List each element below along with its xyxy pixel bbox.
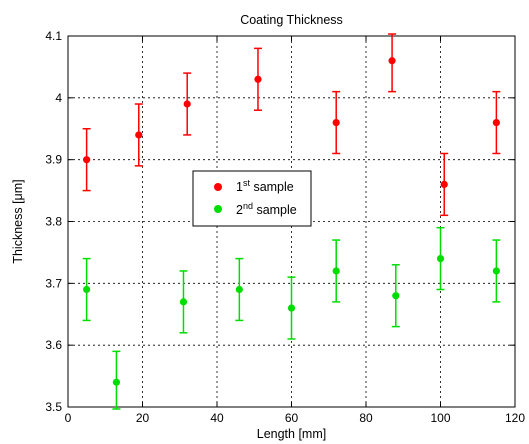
- data-point: [392, 292, 400, 300]
- data-point: [254, 75, 262, 83]
- legend-box: [192, 170, 312, 227]
- x-tick-label: 80: [359, 411, 373, 425]
- x-axis-label: Length [mm]: [257, 427, 326, 441]
- data-point: [492, 118, 500, 127]
- data-point: [332, 118, 340, 127]
- data-point: [436, 255, 445, 263]
- x-tick-label: 120: [505, 411, 525, 425]
- legend-marker-series-1: [214, 183, 222, 191]
- data-point: [388, 57, 396, 65]
- legend-label-series-2-suffix: sample: [253, 203, 297, 217]
- legend-label-series-1: 1st sample: [236, 178, 294, 194]
- data-point: [83, 285, 91, 294]
- y-tick-label: 4: [55, 91, 62, 105]
- y-tick-label: 3.5: [45, 400, 62, 414]
- y-tick-label: 3.7: [45, 276, 62, 290]
- legend-label-series-2: 2nd sample: [236, 201, 297, 217]
- y-tick-label: 3.8: [45, 215, 62, 229]
- x-tick-label: 40: [210, 411, 224, 425]
- data-point: [235, 285, 243, 294]
- x-tick-label: 20: [136, 411, 150, 425]
- y-axis-label-prefix: Thickness [: [11, 200, 25, 264]
- legend-label-series-1-sup: st: [243, 178, 251, 188]
- y-tick-label: 3.9: [45, 153, 62, 167]
- data-point: [287, 304, 296, 312]
- data-point: [440, 180, 448, 188]
- data-point: [183, 100, 191, 108]
- chart-title: Coating Thickness: [240, 13, 343, 27]
- data-point: [332, 267, 340, 275]
- tick-layer: 0 20 40 60 80 100 120 3.5 3.6 3.7 3.8 3.9 4 4.1: [45, 29, 525, 425]
- series-1: [82, 33, 501, 217]
- y-axis-label-suffix: m]: [11, 179, 25, 193]
- y-tick-label: 3.6: [45, 338, 62, 352]
- series-2: [82, 226, 501, 410]
- legend-label-series-1-suffix: sample: [250, 180, 294, 194]
- x-tick-label: 60: [285, 411, 299, 425]
- x-tick-label: 0: [65, 411, 72, 425]
- y-tick-label: 4.1: [45, 29, 62, 43]
- data-point: [83, 156, 91, 164]
- data-point: [492, 267, 500, 275]
- y-axis-label: Thickness [μm]: [11, 179, 25, 263]
- legend: 1st sample 2nd sample: [192, 170, 312, 227]
- data-point: [112, 378, 121, 386]
- data-point: [135, 131, 143, 139]
- legend-label-series-2-sup: nd: [243, 201, 253, 211]
- legend-label-series-2-base: 2: [236, 203, 243, 217]
- series-layer: [82, 33, 501, 410]
- legend-marker-series-2: [214, 205, 222, 213]
- x-tick-label: 100: [430, 411, 450, 425]
- data-point: [179, 298, 188, 306]
- legend-label-series-1-base: 1: [236, 180, 243, 194]
- y-axis-label-mu: μ: [11, 193, 25, 200]
